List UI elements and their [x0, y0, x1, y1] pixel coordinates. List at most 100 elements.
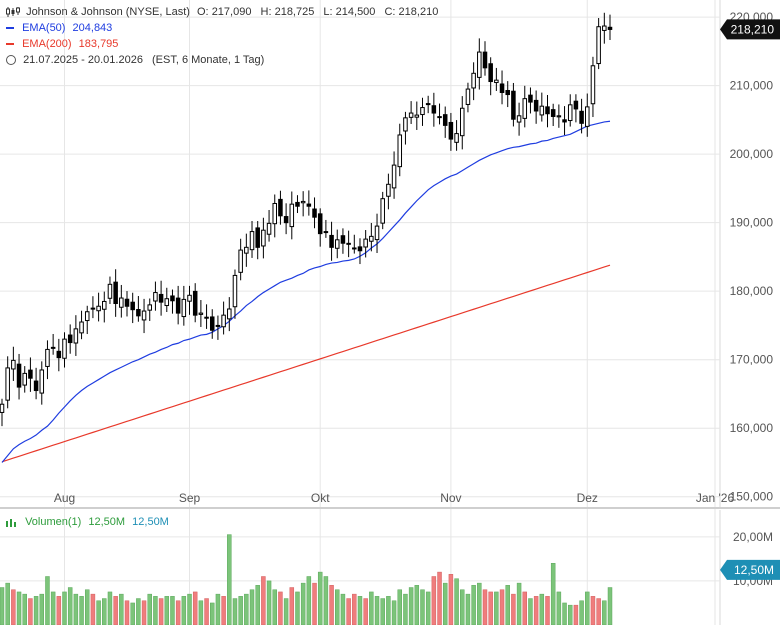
- price-tick-label: 150,000: [730, 490, 774, 504]
- ema200-series: [1, 264, 611, 463]
- ema200-swatch: [6, 43, 14, 46]
- candle-body: [374, 225, 380, 241]
- ema200-legend-value: 183,795: [78, 38, 119, 51]
- volume-bar: [158, 598, 164, 625]
- candle-body: [283, 216, 289, 224]
- candle-body: [465, 88, 471, 105]
- volume-bar: [187, 593, 192, 625]
- candle-body: [261, 229, 266, 247]
- volume-bar: [329, 585, 334, 625]
- ema200-legend: EMA(200) 183,795: [6, 38, 118, 50]
- candle-body: [232, 274, 238, 308]
- volume-bar: [232, 598, 238, 625]
- volume-legend: Volumen(1) 12,50M 12,50M: [6, 516, 169, 528]
- volume-bar: [73, 593, 79, 625]
- volume-bar: [244, 593, 249, 625]
- candle-body: [221, 314, 226, 328]
- volume-bar: [227, 534, 232, 625]
- candle-body: [227, 308, 232, 320]
- volume-bar: [255, 585, 260, 625]
- candle-body: [119, 297, 124, 308]
- volume-bar: [460, 589, 465, 625]
- volume-bar: [590, 596, 596, 625]
- candle-body: [136, 309, 141, 317]
- candle-body: [170, 295, 175, 302]
- volume-bar: [210, 602, 215, 625]
- time-tick-label: Jan '26: [696, 491, 735, 505]
- candle-body: [454, 133, 459, 143]
- volume-bar: [283, 598, 289, 625]
- volume-bar: [141, 600, 147, 625]
- ema50-series: [1, 120, 611, 463]
- volume-bar: [261, 576, 266, 625]
- candle-body: [33, 380, 39, 392]
- volume-bar: [556, 591, 562, 625]
- candle-body: [596, 26, 601, 65]
- candle-body: [567, 104, 573, 122]
- candle-body: [488, 63, 493, 83]
- candle-body: [346, 242, 351, 245]
- volume-bar: [403, 593, 408, 625]
- price-axis: 150,000 160,000 170,000 180,000 190,000 200,0…: [730, 10, 774, 504]
- candle-body: [306, 203, 312, 207]
- candle-body: [300, 200, 306, 204]
- price-tick-label: 180,000: [730, 284, 774, 298]
- ema200-line: [1, 264, 611, 463]
- volume-bar: [397, 589, 402, 625]
- volume-bar: [511, 593, 516, 625]
- volume-bar: [16, 591, 22, 625]
- candle-body: [0, 403, 5, 413]
- volume-bar: [84, 589, 90, 625]
- candle-body: [477, 51, 482, 78]
- candle-body: [602, 25, 607, 31]
- volume-bar: [278, 591, 283, 625]
- candle-body: [255, 227, 260, 248]
- candle-body: [56, 350, 62, 359]
- candle-body: [289, 203, 295, 228]
- volume-bar: [408, 587, 414, 625]
- ema50-legend-label: EMA(50): [22, 22, 66, 35]
- candle-chart-icon: [6, 7, 20, 18]
- candle-body: [39, 369, 45, 394]
- open-label: O:: [197, 6, 209, 19]
- close-label: C:: [384, 6, 396, 19]
- volume-bar: [528, 598, 533, 625]
- candle-body: [317, 213, 323, 235]
- volume-bar: [346, 598, 351, 625]
- candle-body: [556, 115, 562, 118]
- candle-body: [147, 304, 152, 311]
- volume-bar: [170, 596, 175, 625]
- volume-bar: [113, 596, 118, 625]
- open-value: 217,090: [211, 6, 252, 19]
- volume-bar: [482, 589, 488, 625]
- candle-body: [312, 208, 317, 218]
- candle-body: [562, 119, 567, 123]
- volume-bar: [545, 596, 550, 625]
- price-tick-label: 190,000: [730, 216, 774, 230]
- candle-body: [369, 235, 374, 242]
- candle-body: [585, 106, 590, 127]
- volume-label: Volumen(1): [25, 516, 82, 529]
- candle-body: [533, 99, 539, 112]
- candle-body: [357, 246, 363, 252]
- last-price-text: 218,210: [731, 22, 775, 36]
- volume-bar: [22, 593, 27, 625]
- candle-body: [340, 235, 346, 244]
- price-tick-label: 160,000: [730, 421, 774, 435]
- ema50-legend-value: 204,843: [72, 22, 113, 35]
- ema200-legend-label: EMA(200): [22, 38, 72, 51]
- volume-bar: [11, 589, 16, 625]
- candle-body: [397, 134, 403, 168]
- time-tick-label: Sep: [179, 491, 201, 505]
- candle-body: [16, 363, 22, 388]
- candle-body: [215, 324, 221, 327]
- volume-bar: [300, 582, 306, 625]
- ema50-swatch: [6, 27, 14, 30]
- candle-body: [153, 292, 158, 302]
- volume-bar: [147, 593, 152, 625]
- candle-body: [323, 231, 329, 234]
- time-tick-label: Aug: [54, 491, 75, 505]
- volume-bar: [431, 576, 437, 625]
- volume-bar: [153, 596, 158, 625]
